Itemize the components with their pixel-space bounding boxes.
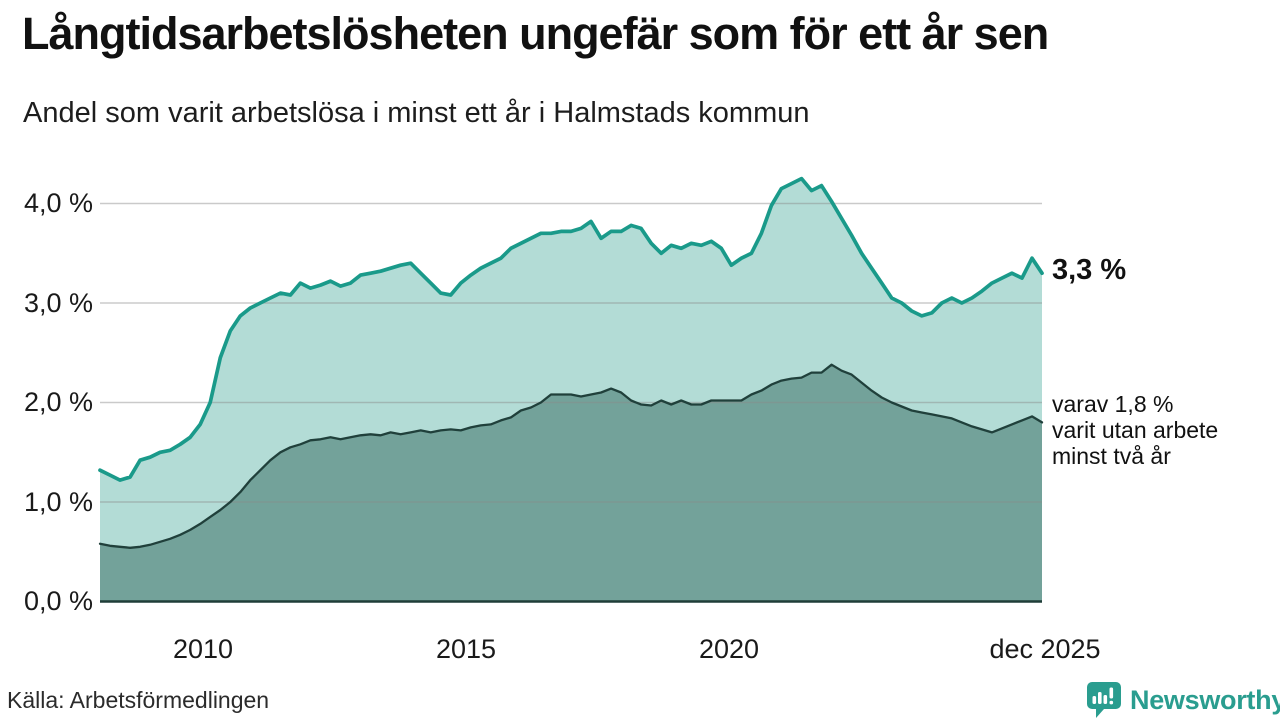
y-tick-4: 4,0 % bbox=[23, 188, 93, 218]
source-label: Källa: Arbetsförmedlingen bbox=[7, 687, 270, 713]
page-subtitle: Andel som varit arbetslösa i minst ett å… bbox=[23, 97, 810, 129]
y-tick-1: 1,0 % bbox=[23, 487, 93, 517]
x-tick-2015: 2015 bbox=[435, 634, 497, 664]
bar-chart-speech-bubble-icon bbox=[1087, 682, 1121, 718]
y-tick-0: 0,0 % bbox=[23, 586, 93, 616]
series-one-year-line bbox=[98, 176, 1044, 482]
secondary-annotation-line3: minst två år bbox=[1052, 443, 1171, 469]
secondary-annotation-line1: varav 1,8 % bbox=[1052, 391, 1174, 417]
secondary-annotation: varav 1,8 % varit utan arbete minst två … bbox=[1052, 391, 1218, 469]
newsworthy-logo-text: Newsworthy bbox=[1130, 684, 1280, 715]
y-tick-2: 2,0 % bbox=[23, 387, 93, 417]
y-tick-3: 3,0 % bbox=[23, 288, 93, 318]
latest-value-label: 3,3 % bbox=[1052, 254, 1127, 286]
x-tick-2010: 2010 bbox=[172, 634, 234, 664]
x-tick-2020: 2020 bbox=[698, 634, 760, 664]
newsworthy-logo: Newsworthy bbox=[1086, 681, 1280, 719]
series-two-year-line bbox=[98, 363, 1044, 549]
x-tick-dec-2025: dec 2025 bbox=[989, 634, 1101, 664]
secondary-annotation-line2: varit utan arbete bbox=[1052, 417, 1219, 443]
page-title: Långtidsarbetslösheten ungefär som för e… bbox=[22, 8, 1049, 59]
series-two-year-area bbox=[100, 364, 1042, 602]
